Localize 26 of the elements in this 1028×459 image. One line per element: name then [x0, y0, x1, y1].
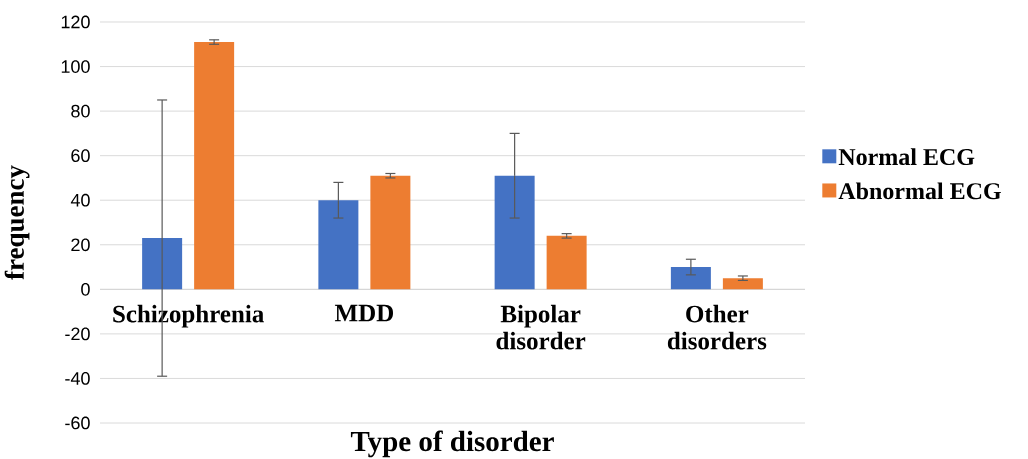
x-tick-label: MDD [334, 304, 393, 322]
legend-label: Normal ECG [838, 148, 975, 166]
bar [670, 267, 711, 290]
y-tick-label: 0 [81, 282, 90, 296]
y-axis-title: frequency [4, 165, 30, 280]
y-tick-label: -60 [65, 416, 90, 430]
y-tick-label: 40 [70, 193, 90, 207]
bar [370, 175, 411, 290]
y-tick-label: 60 [71, 149, 90, 163]
y-tick-label: 100 [61, 60, 90, 73]
bar [546, 235, 587, 290]
x-tick-label: Other disorders [667, 304, 767, 350]
x-tick-label: Bipolar disorder [496, 304, 586, 350]
y-tick-label: 80 [71, 104, 90, 118]
bar [142, 238, 183, 290]
x-axis-title: Type of disorder [350, 430, 554, 458]
y-tick-label: 120 [61, 15, 90, 29]
bar [722, 278, 763, 290]
y-tick-label: -40 [65, 372, 90, 385]
y-tick-label: 20 [71, 238, 90, 252]
bar [318, 200, 359, 290]
y-tick-label: -20 [65, 327, 90, 341]
bar [494, 175, 535, 290]
bar [194, 42, 235, 290]
legend-label: Abnormal ECG [838, 182, 1001, 200]
x-tick-label: Schizophrenia [113, 304, 264, 328]
